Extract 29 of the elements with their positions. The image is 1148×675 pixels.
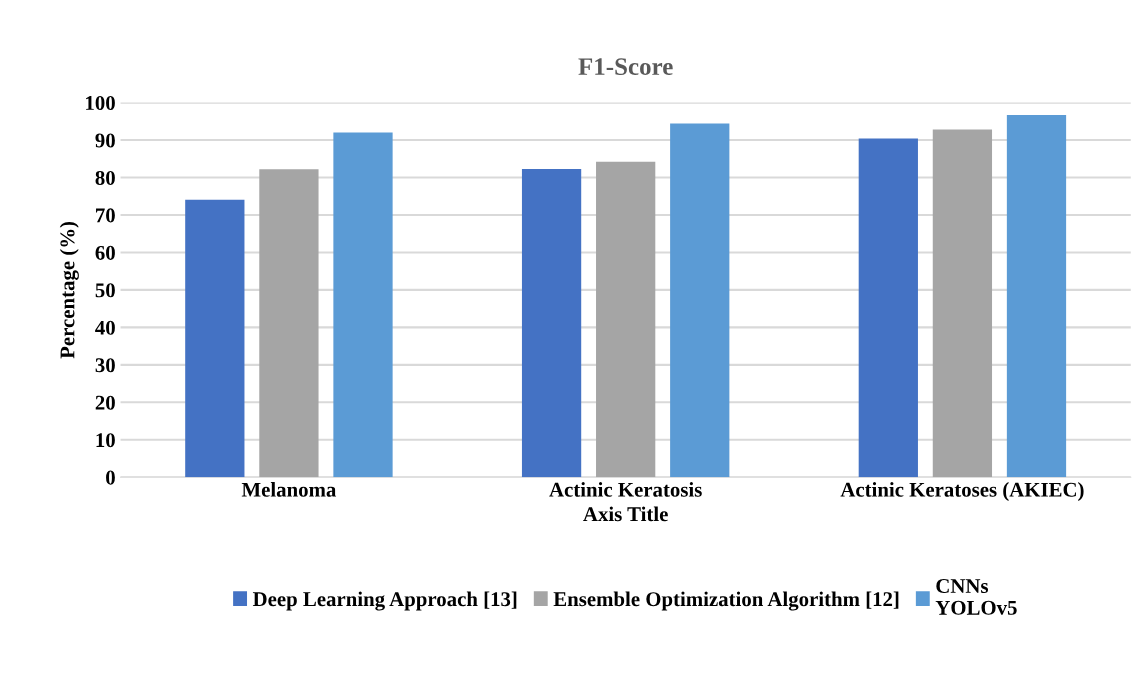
y-tick-label: 100 [86, 95, 115, 111]
y-tick-label: 10 [96, 433, 115, 448]
y-tick-label: 70 [96, 208, 115, 223]
y-tick-label: 50 [95, 283, 115, 298]
bar [596, 161, 656, 478]
legend-label: Deep Learning Approach [13] [252, 591, 517, 611]
y-tick-label: 30 [95, 358, 115, 373]
y-tick-label: 0 [106, 470, 115, 485]
bar [858, 138, 918, 478]
x-tick-label: Actinic Keratosis [549, 482, 702, 497]
y-tick-label: 20 [95, 395, 115, 410]
y-axis-title: Percentage (%) [59, 221, 79, 359]
bar [1006, 114, 1067, 478]
y-tick-label: 60 [95, 245, 115, 260]
bar [670, 123, 730, 478]
chart-title: F1-Score [578, 58, 673, 76]
y-tick-label: 90 [95, 133, 115, 148]
bar [521, 168, 582, 478]
bar [333, 132, 393, 478]
x-axis-title: Axis Title [583, 506, 668, 522]
bar [932, 129, 993, 478]
bar [185, 199, 245, 478]
legend-label: Ensemble Optimization Algorithm [12] [553, 591, 899, 611]
legend-label: CNNs YOLOv5 [935, 579, 1017, 615]
y-tick-label: 80 [95, 170, 115, 185]
y-tick-label: 40 [95, 320, 115, 335]
bar [259, 169, 319, 478]
x-tick-label: Melanoma [241, 482, 337, 497]
x-tick-label: Actinic Keratoses (AKIEC) [840, 482, 1084, 501]
